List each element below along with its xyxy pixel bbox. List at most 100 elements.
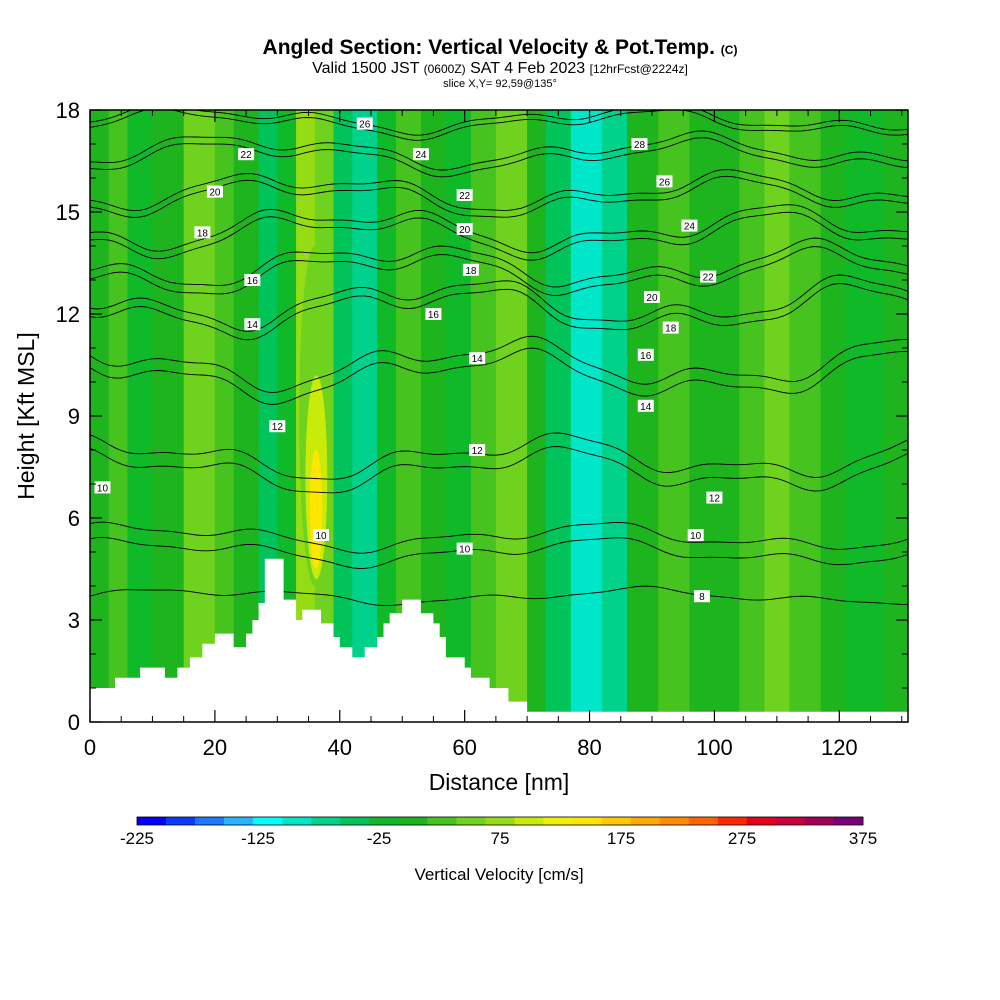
colorbar-swatch — [572, 817, 602, 825]
colorbar-swatch — [717, 817, 748, 825]
contour-label-bg — [631, 138, 648, 150]
colorbar-tick-label: -225 — [120, 829, 154, 848]
contour-label: 16 — [425, 308, 442, 321]
velocity-band — [689, 110, 715, 722]
contour-label-bg — [425, 308, 442, 320]
contour-label-text: 18 — [465, 266, 477, 277]
theta-contour — [90, 432, 908, 480]
contour-label: 20 — [456, 223, 473, 236]
colorbar-swatch — [340, 817, 370, 825]
colorbar-swatch — [427, 817, 457, 825]
contour-label: 16 — [637, 348, 654, 362]
theta-contour — [90, 446, 908, 494]
contour-label-text: 16 — [428, 310, 440, 321]
contour-label-bg — [456, 542, 473, 555]
contour-label-text: 22 — [703, 273, 715, 284]
colorbar-label: Vertical Velocity [cm/s] — [414, 865, 583, 884]
contour-label: 16 — [244, 274, 261, 287]
colorbar-tick-label: -125 — [241, 829, 275, 848]
velocity-band — [152, 110, 185, 722]
contour-label: 10 — [313, 529, 330, 542]
contour-label-text: 24 — [415, 150, 427, 161]
axes: 0 20 40 60 80 100 120 0 3 6 9 12 15 18 — [56, 98, 908, 760]
theta-contours — [90, 110, 908, 607]
velocity-band — [333, 110, 353, 722]
velocity-band — [527, 110, 547, 722]
colorbar-swatch — [369, 817, 399, 825]
theta-contour — [90, 211, 908, 261]
contour-label-bg — [456, 223, 473, 235]
contour-label: 14 — [244, 318, 261, 331]
theta-contour — [90, 237, 908, 288]
colorbar-swatch — [195, 817, 225, 825]
theta-contour — [90, 175, 908, 218]
forecast-tag: [12hrFcst@2224z] — [589, 62, 688, 76]
velocity-band — [495, 110, 528, 722]
velocity-band — [183, 110, 216, 722]
colorbar-swatch — [630, 817, 661, 825]
colorbar-swatch — [485, 817, 515, 825]
contour-label-bg — [94, 481, 111, 494]
contour-label-text: 10 — [690, 531, 702, 542]
terrain — [90, 558, 908, 722]
velocity-band — [627, 110, 659, 722]
contour-label-bg — [462, 263, 479, 276]
colorbar-tick-label: -25 — [367, 829, 392, 848]
contour-label-bg — [313, 529, 330, 541]
slice-info: slice X,Y= 92,59@135° — [443, 78, 557, 90]
theta-contour — [90, 274, 908, 332]
y-tick-label: 6 — [68, 506, 80, 531]
colorbar-swatch — [659, 817, 690, 825]
y-axis-label: Height [Kft MSL] — [13, 332, 39, 499]
contour-label-bg — [469, 444, 486, 456]
contour-label-bg — [643, 291, 660, 303]
theta-contour — [90, 137, 908, 178]
theta-contour — [90, 130, 908, 171]
velocity-band — [545, 110, 572, 722]
x-tick-label: 100 — [696, 735, 733, 760]
contour-label-text: 22 — [459, 191, 471, 202]
velocity-band — [789, 110, 822, 722]
contour-label: 10 — [687, 529, 704, 542]
velocity-band — [352, 110, 378, 722]
contour-label-bg — [244, 274, 261, 286]
x-tick-label: 120 — [821, 735, 858, 760]
theta-contour — [90, 169, 908, 212]
theta-contour — [90, 347, 908, 405]
chart-subtitle: Valid 1500 JST (0600Z) SAT 4 Feb 2023 [1… — [312, 60, 688, 77]
contour-label: 12 — [469, 444, 486, 457]
velocity-field — [90, 110, 908, 722]
contour-label: 20 — [643, 291, 660, 304]
contour-label-text: 26 — [659, 177, 671, 188]
updraft-core — [309, 450, 323, 569]
colorbar-swatch — [398, 817, 428, 825]
colorbar-swatch — [746, 817, 777, 825]
colorbar-swatch — [282, 817, 312, 825]
y-tick-label: 3 — [68, 608, 80, 633]
contour-label-bg — [206, 185, 223, 198]
title-unit-tag: (C) — [720, 43, 738, 57]
velocity-band — [377, 110, 397, 722]
colorbar-swatch — [833, 817, 864, 825]
colorbar-swatch — [456, 817, 486, 825]
colorbar-swatch — [514, 817, 544, 825]
colorbar-swatch — [775, 817, 806, 825]
contour-label: 20 — [206, 185, 223, 199]
y-tick-label: 0 — [68, 710, 80, 735]
theta-contour — [90, 110, 908, 136]
terrain-fill — [90, 558, 908, 722]
velocity-band — [214, 110, 235, 722]
velocity-band — [602, 110, 628, 722]
theta-contour — [90, 335, 908, 394]
colorbar-swatch — [601, 817, 631, 825]
colorbar-frame — [136, 816, 864, 826]
contour-label-bg — [194, 226, 211, 239]
contour-label: 18 — [194, 226, 211, 239]
contour-label: 22 — [700, 270, 717, 284]
colorbar: -225 -125 -25 75 175 275 375 — [120, 816, 877, 848]
contour-label-text: 28 — [634, 140, 646, 151]
contour-label: 18 — [462, 263, 479, 277]
contour-label-bg — [700, 270, 717, 283]
contour-label: 24 — [412, 148, 429, 161]
colorbar-swatch — [311, 817, 341, 825]
